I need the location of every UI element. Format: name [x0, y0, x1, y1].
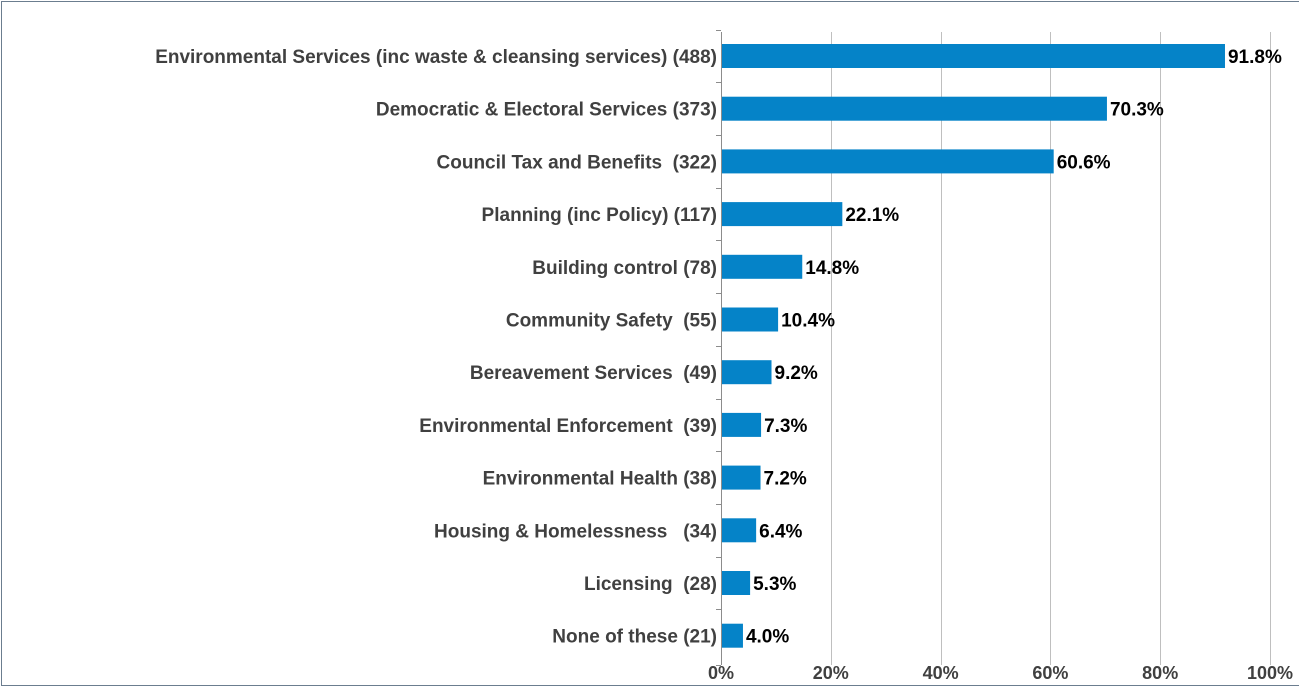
bar-1: [722, 44, 1225, 68]
category-label: Environmental Services (inc waste & clea…: [155, 47, 717, 68]
data-label: 6.4%: [759, 521, 802, 542]
data-label: 7.3%: [764, 416, 807, 437]
category-label: Environmental Health (38): [483, 469, 717, 490]
category-label: Licensing (28): [584, 574, 717, 595]
x-tick-label: 100%: [1247, 663, 1293, 683]
category-label: Building control (78): [532, 258, 717, 279]
bar-6: [722, 307, 779, 332]
category-label: Housing & Homelessness (34): [434, 521, 717, 542]
bar-4: [722, 202, 843, 227]
bar-3: [722, 149, 1054, 174]
bar-10: [722, 518, 757, 543]
data-label: 7.2%: [764, 469, 807, 490]
x-tick-label: 40%: [923, 663, 959, 683]
x-tick-labels: 0% 20% 40% 60% 80% 100%: [708, 663, 1293, 683]
x-tick-label: 0%: [708, 663, 734, 683]
gridlines: [831, 32, 1271, 665]
data-label: 5.3%: [753, 574, 796, 595]
x-tick-label: 20%: [813, 663, 849, 683]
category-label: Democratic & Electoral Services (373): [376, 100, 717, 121]
category-labels: Environmental Services (inc waste & clea…: [155, 47, 717, 648]
data-label: 14.8%: [805, 258, 859, 279]
bar-7: [722, 360, 772, 385]
category-label: Planning (inc Policy) (117): [482, 205, 717, 226]
bar-12: [722, 623, 743, 648]
category-label: None of these (21): [552, 627, 717, 648]
bar-2: [722, 96, 1107, 121]
data-label: 70.3%: [1110, 100, 1164, 121]
category-label: Community Safety (55): [506, 311, 717, 332]
category-axis: [716, 30, 722, 666]
data-labels: 91.8% 70.3% 60.6% 22.1% 14.8% 10.4% 9.2% 7.3% 7.…: [746, 47, 1282, 648]
data-label: 91.8%: [1228, 47, 1282, 68]
data-label: 4.0%: [746, 627, 789, 648]
bar-9: [722, 465, 761, 490]
data-label: 60.6%: [1057, 152, 1111, 173]
bars: [722, 44, 1225, 648]
data-label: 9.2%: [775, 363, 818, 384]
category-label: Environmental Enforcement (39): [419, 416, 717, 437]
data-label: 22.1%: [845, 205, 899, 226]
bar-5: [722, 254, 803, 279]
category-label: Council Tax and Benefits (322): [437, 152, 717, 173]
data-label: 10.4%: [781, 311, 835, 332]
x-tick-label: 80%: [1142, 663, 1178, 683]
x-tick-label: 60%: [1032, 663, 1068, 683]
bar-11: [722, 571, 751, 595]
bar-8: [722, 412, 762, 437]
category-label: Bereavement Services (49): [470, 363, 717, 384]
